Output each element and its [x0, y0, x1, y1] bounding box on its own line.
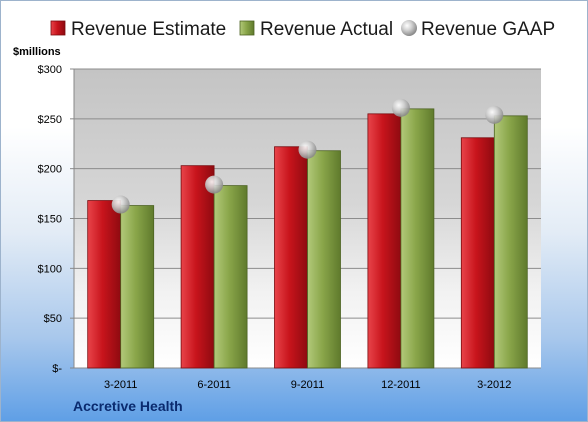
y-tick-label: $-: [52, 363, 62, 375]
marker-revenue-gaap: [485, 105, 504, 124]
bar-revenue-estimate: [87, 200, 122, 369]
legend-label-gaap: Revenue GAAP: [421, 19, 555, 40]
legend: Revenue Estimate Revenue Actual Revenue …: [50, 19, 555, 40]
y-tick-label: $200: [38, 164, 62, 176]
bar-revenue-actual: [400, 108, 435, 369]
bar-revenue-actual: [307, 150, 341, 369]
bar-revenue-estimate: [180, 165, 215, 369]
legend-marker-gaap: [401, 20, 417, 36]
x-tick-label: 3-2012: [477, 379, 511, 391]
x-tick-label: 9-2011: [291, 379, 324, 391]
bar-revenue-estimate: [274, 146, 308, 369]
marker-revenue-gaap: [391, 98, 410, 117]
marker-revenue-gaap: [298, 140, 317, 159]
bar-revenue-estimate: [367, 113, 402, 369]
marker-revenue-gaap: [111, 195, 130, 214]
y-unit-label: $millions: [13, 46, 61, 58]
y-tick-label: $100: [38, 263, 62, 275]
legend-swatch-actual: [239, 20, 255, 36]
company-name: Accretive Health: [73, 398, 183, 414]
marker-revenue-gaap: [205, 175, 224, 194]
y-tick-label: $150: [38, 214, 62, 226]
bar-revenue-actual: [120, 205, 155, 369]
gaap-markers: [111, 98, 504, 214]
legend-swatch-estimate: [50, 20, 66, 36]
y-tick-label: $300: [38, 64, 62, 76]
bar-revenue-actual: [213, 185, 248, 369]
bars: [87, 108, 528, 369]
y-tick-label: $250: [38, 114, 62, 126]
legend-label-actual: Revenue Actual: [260, 19, 393, 40]
x-tick-label: 3-2011: [104, 379, 137, 391]
x-axis-ticks: 3-2011 6-2011 9-2011 12-2011 3-2012: [104, 379, 511, 391]
bar-revenue-actual: [493, 115, 528, 369]
x-tick-label: 6-2011: [197, 379, 230, 391]
y-axis-ticks: $- $50 $100 $150 $200 $250 $300: [38, 64, 75, 375]
bar-revenue-estimate: [460, 137, 495, 369]
legend-label-estimate: Revenue Estimate: [71, 19, 226, 40]
y-tick-label: $50: [44, 313, 62, 325]
x-tick-label: 12-2011: [381, 379, 421, 391]
